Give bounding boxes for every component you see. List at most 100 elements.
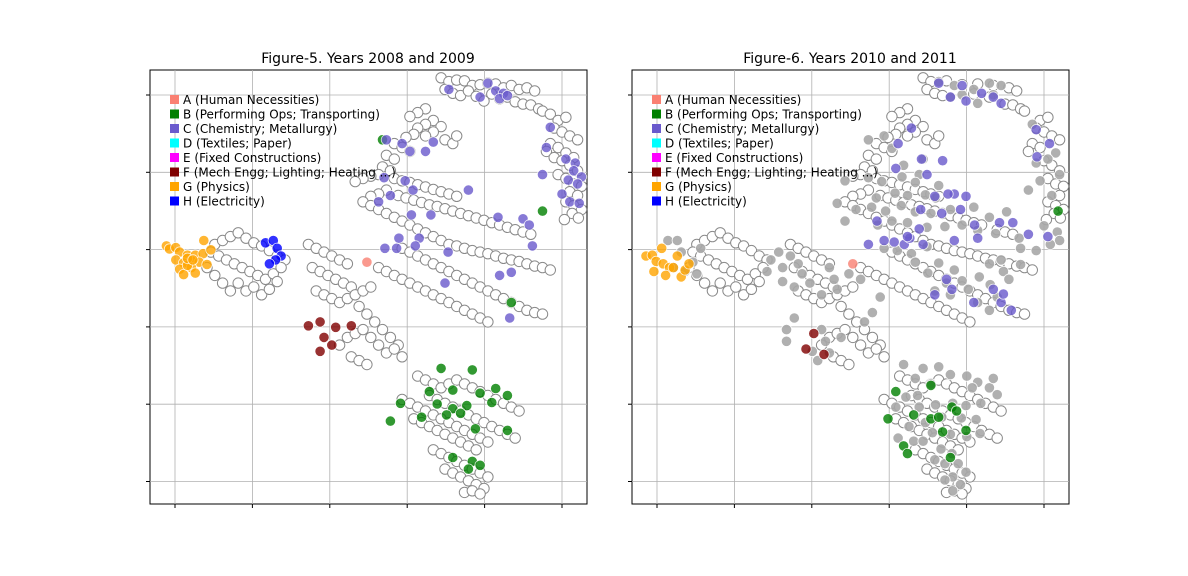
- data-point: [929, 289, 941, 301]
- background-point: [232, 277, 244, 289]
- data-point: [1042, 231, 1054, 243]
- data-point: [345, 320, 357, 332]
- background-point: [372, 339, 385, 351]
- gray-point: [1054, 169, 1066, 181]
- gray-point: [933, 257, 945, 269]
- gray-point: [983, 211, 996, 223]
- data-point: [933, 411, 945, 423]
- data-point: [419, 145, 432, 157]
- background-point: [365, 281, 377, 293]
- background-point: [384, 331, 397, 344]
- background-point: [451, 190, 463, 203]
- data-point: [379, 242, 391, 254]
- data-point: [882, 413, 894, 425]
- background-point: [854, 339, 867, 351]
- data-point: [540, 141, 553, 154]
- legend-label: H (Electricity): [665, 195, 747, 209]
- background-point: [209, 269, 221, 282]
- data-point: [972, 232, 984, 244]
- chart-title: Figure-6. Years 2010 and 2011: [743, 51, 957, 67]
- gray-point: [968, 201, 980, 213]
- background-point: [361, 358, 373, 371]
- legend-label: F (Mech Engg; Lighting; Heating ...): [665, 166, 878, 180]
- legend-entry: B (Performing Ops; Transporting): [652, 108, 862, 122]
- background-point: [388, 153, 400, 165]
- data-point: [380, 134, 392, 146]
- gray-point: [962, 283, 974, 295]
- gray-point: [909, 176, 921, 188]
- background-point: [706, 285, 719, 297]
- legend-swatch: [170, 182, 179, 191]
- legend-label: D (Textiles; Paper): [665, 137, 774, 151]
- data-point: [399, 175, 411, 187]
- gray-point: [901, 189, 914, 202]
- gray-point: [929, 399, 942, 411]
- background-point: [698, 277, 711, 289]
- gray-point: [983, 77, 996, 89]
- gray-point: [954, 478, 967, 491]
- background-point: [745, 244, 758, 257]
- data-point: [1030, 124, 1042, 136]
- legend-swatch: [170, 196, 179, 206]
- data-point: [968, 296, 980, 309]
- gray-point: [886, 215, 898, 227]
- gray-point: [933, 179, 945, 192]
- data-point: [917, 238, 929, 250]
- data-point: [960, 424, 972, 436]
- data-point: [425, 209, 437, 221]
- data-point: [536, 205, 549, 217]
- data-point: [505, 266, 517, 278]
- data-point: [442, 246, 454, 258]
- data-point: [431, 398, 443, 410]
- data-point: [486, 396, 498, 409]
- legend-label: G (Physics): [665, 180, 732, 194]
- data-point: [890, 162, 902, 174]
- data-point: [892, 138, 904, 150]
- legend-swatch: [652, 138, 661, 148]
- data-point: [318, 331, 330, 343]
- background-point: [552, 141, 564, 154]
- legend-swatch: [170, 167, 179, 177]
- gray-point: [903, 420, 915, 433]
- gray-point: [897, 358, 910, 371]
- data-point: [501, 90, 513, 102]
- legend-entry: E (Fixed Constructions): [652, 151, 803, 165]
- data-point: [944, 91, 957, 103]
- legend-swatch: [170, 124, 179, 133]
- data-point: [187, 254, 199, 266]
- gray-point: [815, 289, 828, 301]
- data-point: [504, 312, 516, 324]
- data-point: [493, 269, 506, 281]
- gray-point: [970, 413, 982, 426]
- data-point: [378, 172, 390, 184]
- gray-point: [960, 466, 972, 478]
- legend-swatch: [652, 153, 661, 162]
- legend-entry: A (Human Necessities): [652, 93, 801, 107]
- background-point: [388, 343, 400, 355]
- data-point: [474, 387, 486, 399]
- background-point: [259, 273, 272, 285]
- gray-point: [1013, 232, 1025, 244]
- data-point: [263, 258, 275, 270]
- gray-point: [828, 273, 840, 285]
- gray-point: [929, 454, 941, 466]
- background-point: [741, 273, 754, 285]
- gray-point: [983, 382, 996, 394]
- data-point: [940, 273, 953, 285]
- data-point: [995, 97, 1007, 109]
- background-point: [730, 281, 742, 293]
- data-point: [948, 234, 960, 247]
- data-point: [390, 242, 403, 254]
- data-point: [501, 424, 513, 436]
- data-point: [454, 407, 467, 419]
- gray-point: [960, 399, 972, 412]
- data-point: [443, 83, 455, 96]
- legend-entry: A (Human Necessities): [170, 93, 319, 107]
- background-point: [1034, 141, 1046, 154]
- data-point: [929, 190, 941, 202]
- gray-point: [788, 281, 800, 293]
- data-point: [933, 77, 945, 89]
- background-point: [341, 258, 354, 270]
- background-point: [275, 261, 287, 274]
- gray-point: [866, 306, 879, 319]
